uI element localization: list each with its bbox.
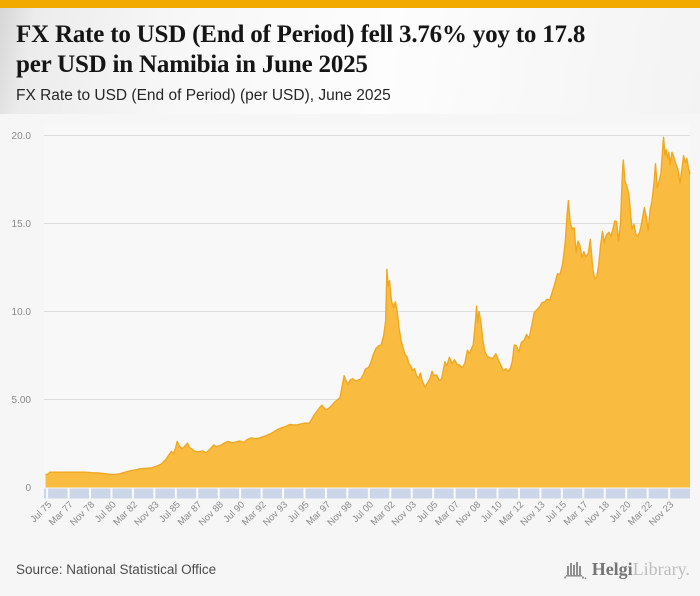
helgi-logo-icon [563, 562, 587, 580]
svg-text:Nov 13: Nov 13 [518, 499, 547, 528]
svg-text:Nov 93: Nov 93 [261, 499, 290, 528]
svg-text:Nov 88: Nov 88 [197, 499, 226, 528]
svg-text:15.0: 15.0 [12, 219, 32, 230]
source-note: Source: National Statistical Office [16, 562, 217, 577]
fx-rate-area [45, 137, 690, 488]
svg-text:5.00: 5.00 [12, 395, 32, 406]
title-line-1: FX Rate to USD (End of Period) fell 3.76… [16, 21, 586, 48]
svg-text:Nov 23: Nov 23 [647, 499, 676, 528]
title-line-2: per USD in Namibia in June 2025 [16, 51, 368, 78]
svg-text:Nov 18: Nov 18 [583, 499, 612, 528]
helgi-library-logo[interactable]: Helgi Library. [563, 558, 690, 580]
svg-text:20.0: 20.0 [12, 131, 32, 142]
footer: Source: National Statistical Office Helg… [0, 546, 700, 596]
top-accent-bar [0, 0, 700, 8]
logo-text-helgi: Helgi [591, 558, 633, 579]
svg-text:10.0: 10.0 [12, 307, 32, 318]
svg-text:Nov 78: Nov 78 [68, 499, 97, 528]
svg-text:Nov 98: Nov 98 [325, 499, 354, 528]
svg-text:Nov 08: Nov 08 [454, 499, 483, 528]
y-axis-labels: 20.0 15.0 10.0 5.00 0 [12, 131, 32, 494]
logo-text-library: Library. [632, 558, 690, 579]
chart-subtitle: FX Rate to USD (End of Period) (per USD)… [16, 87, 391, 104]
x-axis-band [44, 488, 690, 499]
svg-text:0: 0 [25, 483, 31, 494]
svg-text:Nov 03: Nov 03 [390, 499, 419, 528]
svg-text:Nov 83: Nov 83 [132, 499, 161, 528]
fx-rate-line [45, 136, 691, 476]
header: FX Rate to USD (End of Period) fell 3.76… [0, 8, 700, 114]
page-title: FX Rate to USD (End of Period) fell 3.76… [16, 20, 690, 80]
